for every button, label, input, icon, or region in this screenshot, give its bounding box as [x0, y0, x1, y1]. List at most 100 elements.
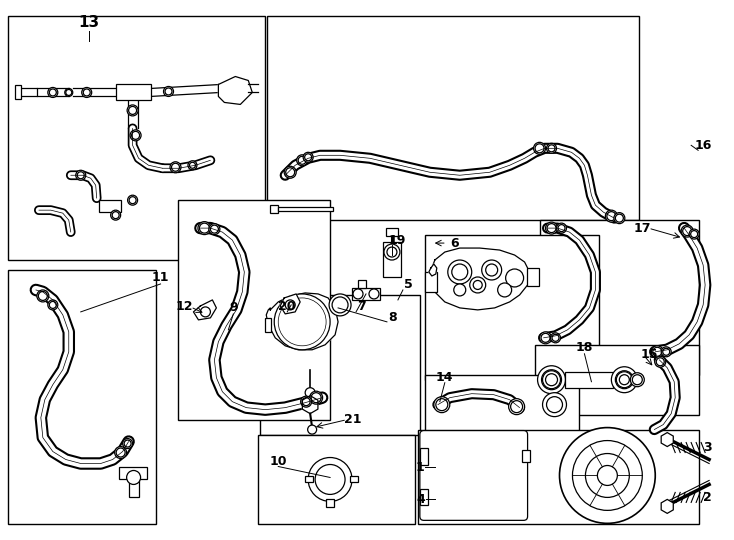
Circle shape [211, 225, 219, 233]
Bar [418, 430, 700, 524]
Circle shape [297, 155, 308, 166]
Circle shape [556, 223, 567, 233]
Bar [539, 220, 700, 375]
Circle shape [547, 143, 556, 153]
Bar [305, 476, 313, 482]
Circle shape [547, 224, 556, 233]
Text: 6: 6 [451, 237, 459, 249]
Bar [425, 235, 600, 380]
Circle shape [292, 312, 312, 332]
Circle shape [115, 447, 127, 458]
Circle shape [301, 396, 312, 407]
Circle shape [691, 231, 697, 238]
Polygon shape [194, 300, 217, 320]
Text: 21: 21 [344, 413, 362, 426]
Circle shape [188, 161, 197, 170]
Circle shape [123, 438, 133, 449]
Circle shape [83, 89, 90, 96]
Circle shape [511, 401, 523, 413]
Bar [425, 375, 579, 435]
Circle shape [537, 366, 565, 394]
Circle shape [384, 244, 400, 260]
Text: 20: 20 [278, 300, 296, 313]
Bar [8, 16, 265, 260]
Bar [15, 85, 21, 99]
Circle shape [470, 277, 486, 293]
Circle shape [545, 374, 558, 386]
Circle shape [77, 172, 84, 179]
Circle shape [112, 212, 119, 219]
Circle shape [558, 225, 565, 232]
Circle shape [127, 470, 141, 484]
Circle shape [49, 301, 57, 308]
Bar [178, 200, 330, 420]
Circle shape [586, 454, 629, 497]
Circle shape [164, 86, 173, 97]
Circle shape [200, 223, 209, 233]
Circle shape [542, 393, 567, 417]
Circle shape [198, 221, 211, 234]
Circle shape [535, 144, 544, 153]
Circle shape [683, 227, 691, 235]
Circle shape [545, 222, 558, 234]
Circle shape [38, 292, 47, 300]
Text: 13: 13 [78, 15, 99, 30]
Text: 17: 17 [633, 221, 651, 234]
Circle shape [448, 260, 472, 284]
Text: 2: 2 [702, 491, 711, 504]
Text: 8: 8 [388, 312, 397, 325]
Circle shape [165, 88, 172, 95]
Circle shape [663, 348, 669, 355]
Circle shape [617, 372, 632, 388]
Bar [119, 468, 147, 480]
Circle shape [573, 441, 642, 510]
Circle shape [111, 210, 120, 220]
Circle shape [597, 465, 617, 485]
Bar [265, 318, 272, 332]
Circle shape [615, 371, 633, 389]
Text: 7: 7 [357, 300, 366, 313]
Circle shape [539, 332, 551, 344]
Circle shape [434, 397, 450, 413]
Circle shape [170, 162, 181, 173]
Circle shape [615, 214, 623, 222]
Circle shape [552, 334, 559, 341]
Bar [8, 270, 156, 524]
Bar [116, 84, 150, 100]
Polygon shape [280, 294, 300, 314]
Bar [261, 295, 420, 435]
Bar [19, 89, 37, 97]
Circle shape [611, 367, 637, 393]
Bar [267, 16, 639, 220]
Text: 18: 18 [575, 341, 593, 354]
Circle shape [498, 283, 512, 297]
Circle shape [542, 370, 562, 390]
FancyBboxPatch shape [420, 430, 528, 521]
Text: 11: 11 [152, 272, 170, 285]
Polygon shape [302, 396, 318, 414]
Circle shape [681, 225, 693, 237]
Text: 10: 10 [269, 455, 287, 468]
Circle shape [542, 371, 561, 389]
Circle shape [509, 399, 525, 415]
Circle shape [506, 269, 523, 287]
Circle shape [305, 388, 315, 397]
Circle shape [200, 307, 211, 317]
Circle shape [65, 89, 73, 97]
Text: 1: 1 [415, 461, 424, 474]
Text: 9: 9 [229, 301, 238, 314]
Circle shape [76, 170, 86, 180]
Circle shape [308, 457, 352, 502]
Bar [526, 268, 539, 286]
Circle shape [353, 289, 363, 299]
Circle shape [308, 425, 316, 434]
Circle shape [329, 294, 351, 316]
Circle shape [37, 290, 49, 302]
Text: 4: 4 [416, 493, 425, 506]
Circle shape [631, 373, 644, 387]
Circle shape [547, 397, 562, 413]
Bar [425, 272, 437, 292]
Bar [270, 205, 278, 213]
Circle shape [619, 375, 629, 384]
Circle shape [607, 212, 616, 221]
